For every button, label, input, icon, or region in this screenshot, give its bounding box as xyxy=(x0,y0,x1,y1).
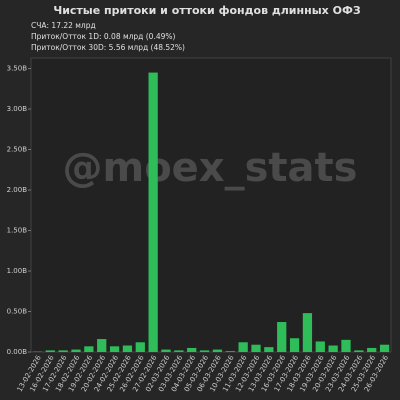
bar xyxy=(277,322,287,352)
bar xyxy=(251,344,261,352)
bar xyxy=(109,346,120,352)
bar xyxy=(71,349,81,352)
bar xyxy=(187,347,197,352)
bar xyxy=(122,345,133,352)
bar xyxy=(225,351,235,352)
bar xyxy=(302,313,313,352)
bar xyxy=(199,350,210,352)
y-tick-label: 2.50B xyxy=(7,146,28,154)
y-tick-label: 1.00B xyxy=(7,267,28,275)
y-tick-label: 0.00B xyxy=(7,348,28,356)
y-tick-label: 3.00B xyxy=(7,105,28,113)
bar xyxy=(212,349,223,352)
bar xyxy=(289,338,300,352)
y-tick-label: 2.00B xyxy=(7,186,28,194)
bar xyxy=(367,347,377,352)
bar xyxy=(328,345,338,352)
chart-title: Чистые притоки и оттоки фондов длинных О… xyxy=(53,4,361,17)
y-tick-label: 3.50B xyxy=(7,65,28,73)
info-line: Приток/Отток 1D: 0.08 млрд (0.49%) xyxy=(31,32,176,41)
bar xyxy=(97,339,107,352)
bar xyxy=(238,342,248,352)
y-tick-label: 1.50B xyxy=(7,227,28,235)
bar xyxy=(354,350,364,352)
bar xyxy=(174,350,184,352)
watermark: @moex_stats xyxy=(63,145,358,191)
bar xyxy=(84,346,94,352)
bar xyxy=(45,350,55,352)
bar xyxy=(379,344,390,352)
bar xyxy=(161,349,171,352)
bar xyxy=(264,347,274,352)
bar xyxy=(135,342,145,352)
bar xyxy=(148,72,158,352)
plot-area xyxy=(30,57,392,353)
y-tick-label: 0.50B xyxy=(7,308,28,316)
info-line: Приток/Отток 30D: 5.56 млрд (48.52%) xyxy=(31,43,185,52)
bar xyxy=(341,339,351,352)
bar xyxy=(315,341,325,352)
info-line: СЧА: 17.22 млрд xyxy=(31,21,96,30)
bar xyxy=(58,350,68,352)
